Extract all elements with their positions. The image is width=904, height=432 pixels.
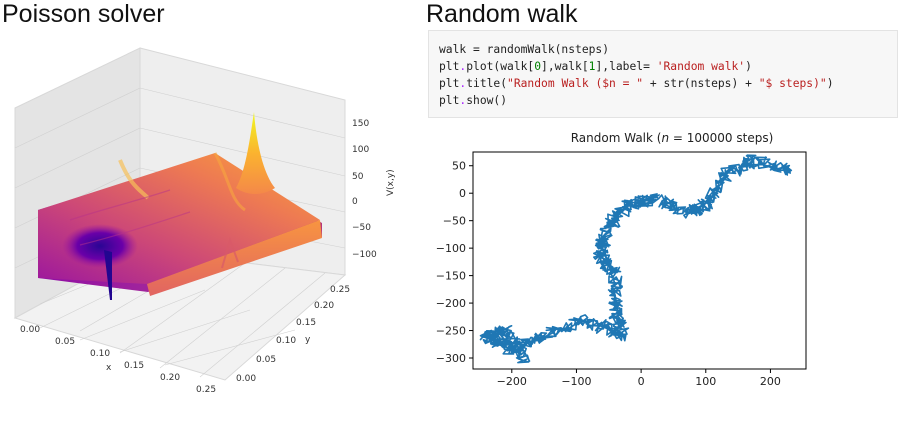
code-token: show() <box>466 94 508 107</box>
y-axis: 0.00 0.05 0.10 0.15 0.20 0.25 y <box>236 285 350 384</box>
code-token: ],label= <box>595 60 657 73</box>
z-tick-label: 0 <box>352 197 358 207</box>
code-line: plt.show() <box>439 92 897 109</box>
code-token: ) <box>745 60 752 73</box>
tick-group: −200 −100 0 100 200 50 0 −50 −100 −150 −200 −250 −30… <box>436 160 781 388</box>
x-tick-label: 0.15 <box>124 361 144 371</box>
x-tick-label: 0.20 <box>160 373 180 383</box>
code-cell[interactable]: walk = randomWalk(nsteps) plt.plot(walk[0… <box>428 30 898 118</box>
y-tick-label: 0.05 <box>256 355 276 365</box>
code-token: 'Random walk' <box>656 60 746 73</box>
code-token: ) <box>826 77 834 90</box>
y-tick-label: 0 <box>459 187 466 200</box>
y-tick-label: −250 <box>436 325 466 338</box>
y-tick-label: −100 <box>436 242 466 255</box>
y-tick-label: −150 <box>436 270 466 283</box>
code-token: walk = randomWalk(nsteps) <box>439 43 610 56</box>
y-tick-label: 0.25 <box>330 285 350 295</box>
random-walk-panel-title: Random walk <box>426 0 578 28</box>
surface <box>38 112 322 300</box>
code-token: + str(nsteps) + <box>643 77 759 90</box>
x-axis-label: x <box>106 363 112 373</box>
code-line: plt.plot(walk[0],walk[1],label= 'Random … <box>439 58 897 75</box>
x-tick-label: 0 <box>638 375 645 388</box>
walk-series-line <box>479 154 793 364</box>
code-line: walk = randomWalk(nsteps) <box>439 41 897 58</box>
y-tick-label: 0.20 <box>314 301 334 311</box>
code-token: plt <box>439 60 460 73</box>
x-tick-label: −200 <box>497 375 527 388</box>
code-token: title( <box>466 77 508 90</box>
x-tick-label: 100 <box>695 375 716 388</box>
z-tick-label: −100 <box>352 250 377 260</box>
code-line: plt.title("Random Walk ($n = " + str(nst… <box>439 75 897 92</box>
y-tick-label: 50 <box>452 160 466 173</box>
code-token: 1 <box>588 60 596 73</box>
y-tick-label: −200 <box>436 297 466 310</box>
code-token: plot(walk[ <box>466 60 535 73</box>
y-tick-label: 0.15 <box>296 318 316 328</box>
z-tick-label: 150 <box>352 119 369 129</box>
code-token: 0 <box>534 60 542 73</box>
y-tick-label: −300 <box>436 352 466 365</box>
walk-chart-title: Random Walk (n = 100000 steps) <box>571 131 774 145</box>
code-token: . <box>459 60 467 73</box>
z-tick-label: 100 <box>352 145 369 155</box>
poisson-surface-plot: 150 100 50 0 −50 −100 V(x,y) 0.00 0.05 0… <box>13 47 396 395</box>
y-tick-label: 0.00 <box>236 374 256 384</box>
code-token: plt <box>439 77 460 90</box>
y-tick-label: −50 <box>443 215 466 228</box>
x-tick-label: 200 <box>760 375 781 388</box>
y-tick-label: 0.10 <box>276 336 296 346</box>
code-token: . <box>459 94 467 107</box>
z-axis: 150 100 50 0 −50 −100 V(x,y) <box>352 119 396 260</box>
code-token: . <box>459 77 467 90</box>
code-token: plt <box>439 94 460 107</box>
code-token: "$ steps)" <box>758 77 827 90</box>
z-tick-label: −50 <box>352 223 371 233</box>
code-token: ],walk[ <box>541 60 589 73</box>
z-tick-label: 50 <box>352 172 364 182</box>
code-token: "Random Walk ($n = " <box>507 77 644 90</box>
plot-frame <box>472 151 807 370</box>
x-tick-label: −100 <box>561 375 591 388</box>
poisson-panel-title: Poisson solver <box>2 0 165 28</box>
x-tick-label: 0.10 <box>90 349 110 359</box>
x-axis: 0.00 0.05 0.10 0.15 0.20 0.25 x <box>20 325 216 395</box>
y-axis-label: y <box>305 335 311 345</box>
random-walk-chart: Random Walk (n = 100000 steps) −200 −100 0… <box>436 131 807 388</box>
x-tick-label: 0.00 <box>20 325 40 335</box>
x-tick-label: 0.25 <box>196 385 216 395</box>
z-axis-label: V(x,y) <box>386 169 396 196</box>
x-tick-label: 0.05 <box>55 337 75 347</box>
